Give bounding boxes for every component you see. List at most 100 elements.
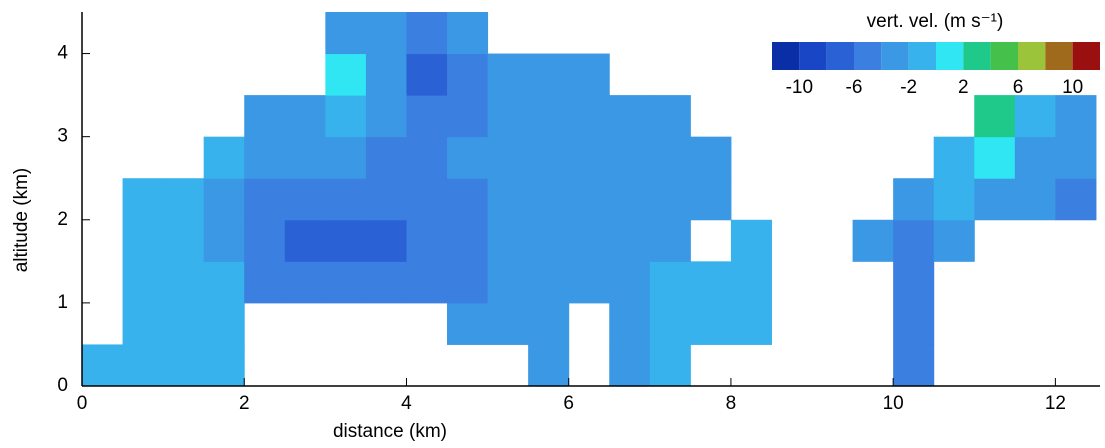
cell <box>568 53 610 96</box>
cell <box>1055 95 1097 138</box>
cell <box>284 95 326 138</box>
colorbar-tick-label: -2 <box>900 77 917 98</box>
cell <box>365 95 407 138</box>
cell <box>447 136 489 179</box>
cell <box>163 344 205 387</box>
cell <box>406 178 448 221</box>
cell <box>487 95 529 138</box>
cell <box>568 178 610 221</box>
cell <box>284 136 326 179</box>
cell <box>203 302 245 345</box>
cell <box>325 53 367 96</box>
cell <box>203 219 245 262</box>
cell <box>974 178 1016 221</box>
cell <box>528 53 570 96</box>
cell <box>649 219 691 262</box>
cell <box>447 12 489 55</box>
cell <box>447 95 489 138</box>
cell <box>244 219 286 262</box>
cell <box>933 219 975 262</box>
cell <box>487 53 529 96</box>
cell <box>609 261 651 304</box>
cell <box>122 219 164 262</box>
colorbar-label: vert. vel. (m s⁻¹) <box>867 11 1004 32</box>
cell <box>609 178 651 221</box>
cell <box>365 219 407 262</box>
cell <box>203 178 245 221</box>
x-tick-label: 2 <box>239 393 250 414</box>
cell <box>933 136 975 179</box>
cell <box>649 95 691 138</box>
cell <box>406 261 448 304</box>
y-tick-label: 2 <box>57 209 68 230</box>
cell <box>528 261 570 304</box>
cell <box>528 95 570 138</box>
cell <box>568 95 610 138</box>
cell <box>893 261 935 304</box>
cell <box>690 136 732 179</box>
cell <box>1014 178 1056 221</box>
colorbar-box <box>963 42 991 70</box>
cell <box>163 302 205 345</box>
y-tick-label: 0 <box>57 375 68 396</box>
x-tick-label: 0 <box>77 393 88 414</box>
cell <box>893 219 935 262</box>
colorbar-box <box>1045 42 1073 70</box>
cell <box>447 53 489 96</box>
cell <box>406 136 448 179</box>
cell <box>568 261 610 304</box>
cell <box>406 219 448 262</box>
cell <box>730 261 772 304</box>
cell <box>365 53 407 96</box>
cell <box>690 302 732 345</box>
cell <box>244 261 286 304</box>
cell <box>528 178 570 221</box>
cell <box>365 12 407 55</box>
cell <box>163 178 205 221</box>
colorbar-tick-label: 10 <box>1062 77 1083 98</box>
cell <box>974 136 1016 179</box>
cell <box>325 95 367 138</box>
cell <box>365 136 407 179</box>
cell <box>122 344 164 387</box>
cell <box>487 178 529 221</box>
cell <box>122 261 164 304</box>
cell <box>974 95 1016 138</box>
cell <box>568 136 610 179</box>
cell <box>325 178 367 221</box>
cell <box>1014 136 1056 179</box>
colorbar-tick-label: 2 <box>958 77 969 98</box>
cell <box>609 95 651 138</box>
cell <box>649 178 691 221</box>
cell <box>487 261 529 304</box>
cell <box>122 178 164 221</box>
cell <box>365 178 407 221</box>
y-axis-label: altitude (km) <box>11 168 32 273</box>
cell <box>244 178 286 221</box>
cell <box>487 136 529 179</box>
cell <box>893 302 935 345</box>
cell <box>690 178 732 221</box>
cell <box>163 261 205 304</box>
cell <box>1014 95 1056 138</box>
x-tick-label: 12 <box>1045 393 1066 414</box>
cell <box>284 261 326 304</box>
cell <box>528 136 570 179</box>
cell <box>649 261 691 304</box>
colorbar-box <box>990 42 1018 70</box>
cell <box>203 136 245 179</box>
cell <box>1055 136 1097 179</box>
x-tick-label: 6 <box>563 393 574 414</box>
cell <box>203 261 245 304</box>
colorbar-box <box>826 42 854 70</box>
cell <box>609 219 651 262</box>
cell <box>447 302 489 345</box>
cell <box>649 136 691 179</box>
cell <box>933 178 975 221</box>
x-tick-label: 10 <box>883 393 904 414</box>
cell <box>730 302 772 345</box>
colorbar-tick-label: -6 <box>846 77 863 98</box>
cell <box>649 344 691 387</box>
colorbar-box <box>881 42 909 70</box>
